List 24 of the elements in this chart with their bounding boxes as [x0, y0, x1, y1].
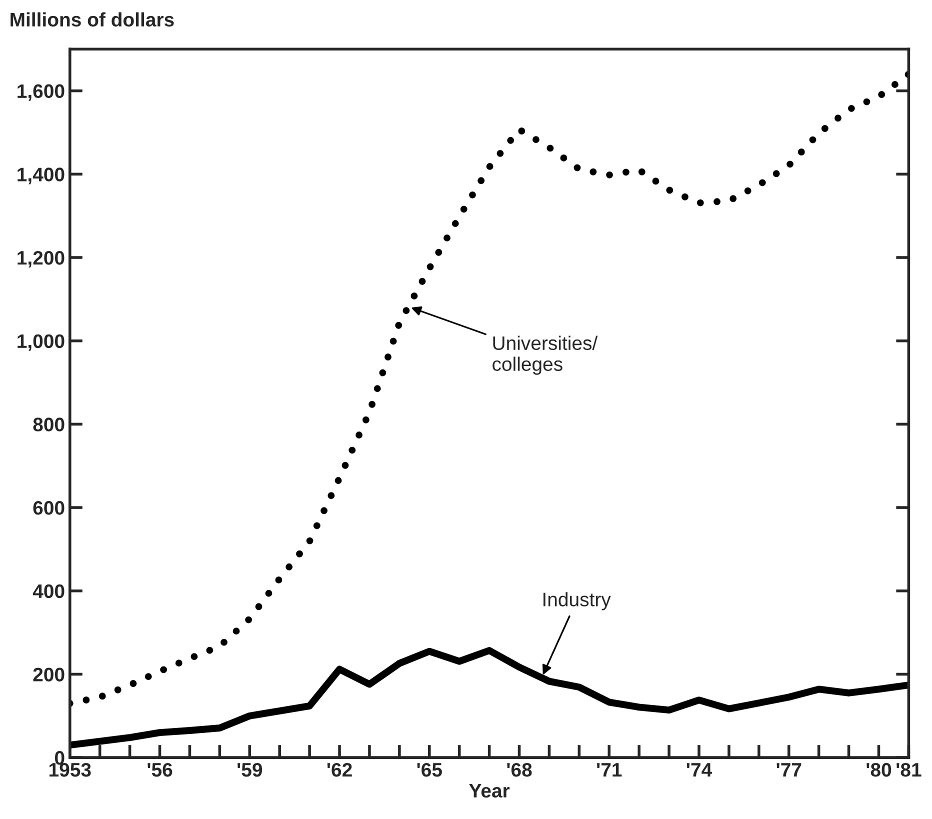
y-tick-label: 0 [54, 751, 64, 765]
annotation: Industry [544, 592, 611, 610]
x-axis-title: Year [469, 784, 510, 798]
x-tick-label: '68 [507, 762, 532, 777]
y-tick-label: 1,600 [18, 84, 64, 101]
x-tick-label: '62 [327, 762, 352, 777]
x-tick-label: '56 [148, 762, 172, 777]
y-tick-label: 200 [33, 668, 64, 682]
y-tick-label: 1,200 [18, 250, 64, 268]
y-tick-label: 1,000 [18, 334, 64, 351]
x-tick-label: '81 [896, 762, 922, 777]
x-tick-label: '59 [238, 762, 262, 777]
y-tick-label: 1,400 [18, 168, 64, 184]
y-tick-label: 400 [32, 584, 64, 598]
x-tick-label: '80 [866, 762, 892, 777]
x-tick-label: 1953 [50, 762, 91, 777]
annotation: Universities/ colleges [492, 336, 598, 375]
y-tick-label: 800 [33, 418, 64, 432]
x-tick-label: '71 [597, 763, 622, 777]
x-tick-label: '74 [686, 763, 712, 777]
x-tick-label: '77 [776, 763, 802, 777]
x-tick-label: '65 [417, 762, 442, 777]
y-axis-title: Millions of dollars [10, 12, 174, 27]
y-tick-label: 600 [33, 501, 64, 515]
